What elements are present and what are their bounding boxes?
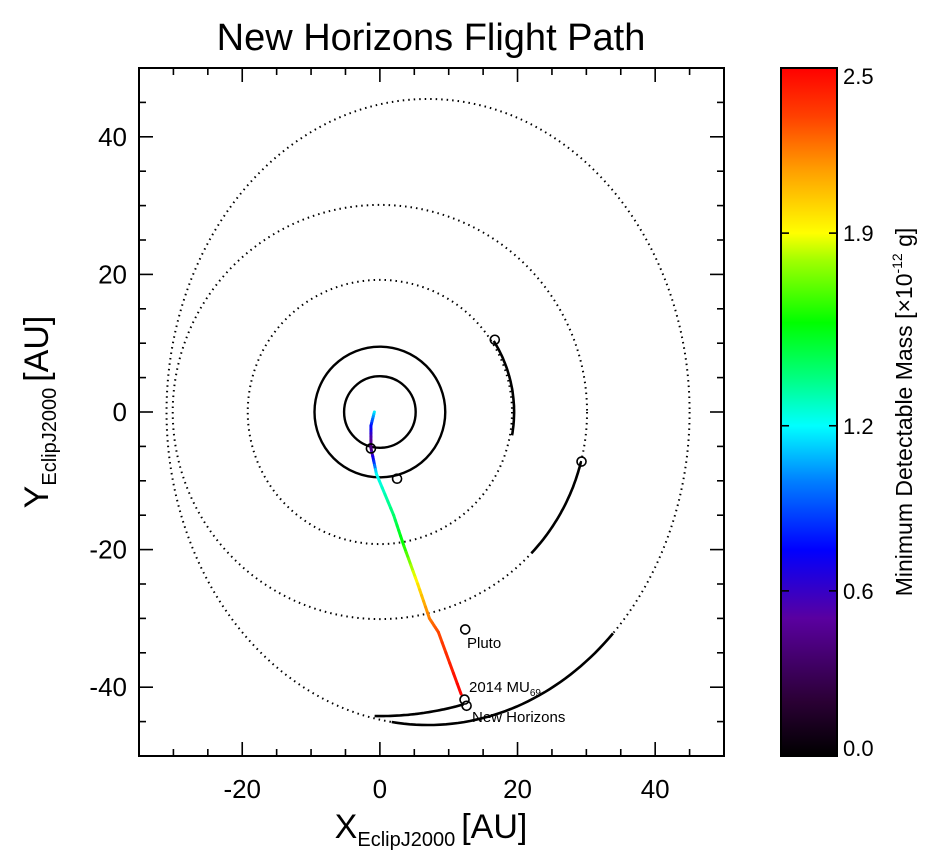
neptune-orbit (171, 203, 589, 621)
x-tick-label: 40 (641, 774, 670, 804)
body-marker (365, 443, 377, 454)
plot-area (165, 97, 691, 727)
colorbar-tick-label: 0.6 (843, 579, 874, 604)
colorbar-gradient (780, 67, 838, 757)
colorbar-label-exp: -12 (889, 253, 905, 273)
neptune-arc (530, 461, 583, 555)
colorbar-tick-label: 1.9 (843, 221, 874, 246)
body-marker (576, 456, 587, 467)
y-axis-label-sub: EclipJ2000 (39, 388, 61, 486)
colorbar-label: Minimum Detectable Mass [×10-12 g] (889, 228, 917, 597)
x-axis-label-unit: [AU] (461, 808, 527, 846)
pluto-arc (391, 632, 614, 727)
new-horizons-label: New Horizons (472, 709, 565, 726)
x-tick-label: 0 (373, 774, 387, 804)
y-axis-label: YEclipJ2000 [AU] (18, 316, 61, 509)
body-marker (391, 473, 403, 485)
pluto-orbit (165, 97, 691, 727)
new-horizons-marker (461, 700, 472, 712)
y-tick-label: -40 (89, 672, 127, 702)
colorbar-label-pre: Minimum Detectable Mass [×10 (891, 274, 917, 597)
y-axis-label-main: Y (18, 486, 56, 509)
colorbar: 0.0 0.6 1.2 1.9 2.5 (780, 64, 874, 761)
colorbar-tick-label: 0.0 (843, 736, 874, 761)
y-tick-label: 40 (98, 122, 127, 152)
trajectory-segment (452, 671, 459, 686)
body-marker (489, 334, 501, 346)
uranus-orbit (246, 278, 514, 546)
plot-frame (138, 67, 725, 757)
x-tick-label: -20 (223, 774, 261, 804)
x-axis-label-main: X (335, 808, 358, 846)
mu69-label-main: 2014 MU (469, 679, 530, 696)
x-axis-label-sub: EclipJ2000 (357, 829, 455, 851)
pluto-marker (459, 624, 471, 635)
trajectory-segment (448, 661, 456, 675)
annotations: Pluto 2014 MU69 New Horizons (467, 635, 565, 726)
axis-ticks: -20 0 20 40 -40 -20 0 20 40 (89, 67, 725, 804)
2014-mu69-arc (374, 703, 465, 718)
trajectory-segment (455, 682, 463, 696)
y-tick-label: 0 (113, 397, 127, 427)
x-axis-label: XEclipJ2000 [AU] (335, 808, 528, 851)
y-tick-label: -20 (89, 535, 127, 565)
uranus-arc (492, 340, 516, 436)
2014-mu69-marker (459, 694, 470, 705)
y-tick-label: 20 (98, 259, 127, 289)
colorbar-tick-label: 1.2 (843, 414, 874, 439)
pluto-label: Pluto (467, 635, 501, 652)
x-tick-label: 20 (503, 774, 532, 804)
mu69-label: 2014 MU69 (469, 679, 541, 699)
trajectory-segment (436, 630, 444, 644)
trajectory-segment (444, 651, 452, 665)
colorbar-label-post: g] (891, 228, 917, 254)
colorbar-tick-label: 2.5 (843, 64, 874, 89)
saturn-orbit (313, 345, 447, 479)
chart-title: New Horizons Flight Path (217, 17, 646, 59)
y-axis-label-unit: [AU] (18, 316, 56, 382)
mu69-label-sub: 69 (530, 688, 542, 699)
jupiter-orbit (342, 375, 417, 449)
trajectory-segment (440, 640, 448, 655)
